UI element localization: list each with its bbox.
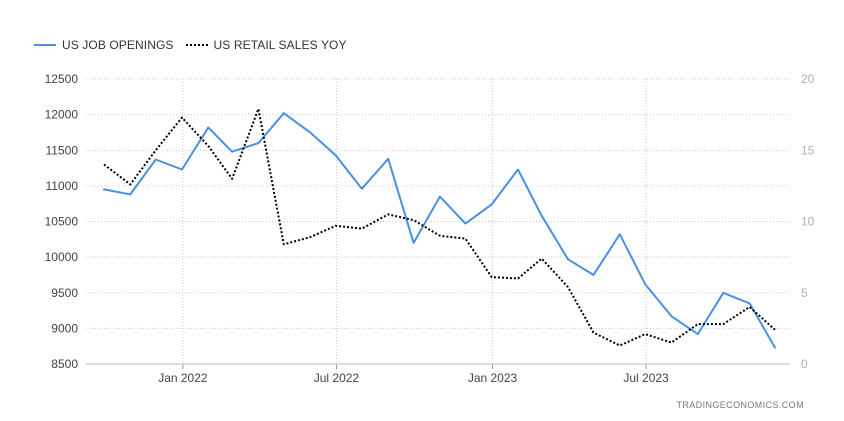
legend-label-retail-sales: US RETAIL SALES YOY: [213, 38, 347, 52]
y-left-tick-12000: 12000: [45, 108, 79, 122]
legend-item-job-openings[interactable]: US JOB OPENINGS: [34, 38, 174, 52]
legend-item-retail-sales[interactable]: US RETAIL SALES YOY: [185, 38, 347, 52]
series-layer: [103, 107, 776, 349]
chart-legend: US JOB OPENINGS US RETAIL SALES YOY: [34, 36, 359, 54]
y-right-tick-10: 10: [801, 215, 815, 229]
legend-swatch-job-openings: [34, 44, 56, 46]
y-right-tick-0: 0: [801, 357, 808, 371]
y-left-tick-11500: 11500: [46, 143, 79, 157]
y-left-tick-12500: 12500: [45, 72, 79, 86]
x-tick-jan-2022: Jan 2022: [158, 371, 208, 385]
series-line-us-retail-sales-yoy[interactable]: [103, 107, 776, 347]
x-tick-jul-2023: Jul 2023: [623, 371, 669, 385]
y-right-tick-20: 20: [801, 72, 815, 86]
grid-layer: [86, 78, 790, 365]
y-left-tick-10000: 10000: [45, 250, 79, 264]
axis-layer: 8500 9000 9500 10000 10500 11000 11500 12000 125…: [45, 72, 815, 385]
y-left-tick-8500: 8500: [51, 357, 78, 371]
y-left-tick-11000: 11000: [46, 179, 79, 193]
source-credit: TRADINGECONOMICS.COM: [676, 400, 804, 410]
legend-label-job-openings: US JOB OPENINGS: [62, 38, 174, 52]
x-tick-jan-2023: Jan 2023: [468, 371, 518, 385]
y-right-tick-15: 15: [801, 143, 815, 157]
y-left-tick-10500: 10500: [45, 215, 79, 229]
x-tick-jul-2022: Jul 2022: [314, 371, 360, 385]
legend-swatch-retail-sales: [185, 44, 208, 46]
y-right-tick-5: 5: [801, 286, 808, 300]
y-left-tick-9500: 9500: [51, 286, 78, 300]
series-line-us-job-openings[interactable]: [103, 112, 776, 349]
y-left-tick-9000: 9000: [51, 321, 78, 335]
